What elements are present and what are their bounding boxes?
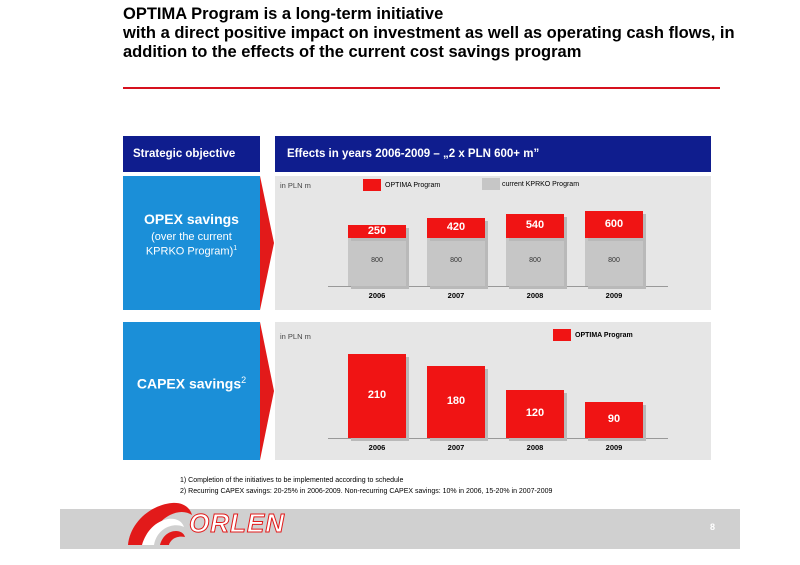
opex-savings-box: OPEX savings (over the current KPRKO Pro…	[123, 176, 260, 310]
capex-bar-value-2008: 120	[525, 407, 545, 419]
opex-year-label-2006: 2006	[368, 291, 386, 300]
opex-bar-kprko-2007: 800	[427, 238, 485, 286]
capex-bar-2007: 180	[427, 366, 485, 438]
title-line-3: addition to the effects of the current c…	[123, 43, 582, 61]
capex-year-label-2008: 2008	[526, 443, 544, 452]
title-underline	[123, 87, 720, 89]
capex-legend-optima-label: OPTIMA Program	[575, 332, 633, 339]
capex-bar-2009: 90	[585, 402, 643, 438]
opex-subtitle-1: (over the current	[151, 231, 232, 243]
capex-bar-2006: 210	[348, 354, 406, 438]
title-line-1: OPTIMA Program is a long-term initiative	[123, 5, 444, 23]
capex-bar-2008: 120	[506, 390, 564, 438]
opex-subtitle-2: KPRKO Program)	[145, 245, 234, 258]
opex-year-label-2009: 2009	[605, 291, 623, 300]
capex-savings-box: CAPEX savings2	[123, 322, 260, 460]
opex-bar-kprko-value-2006: 800	[371, 257, 383, 264]
opex-bar-optima-2009: 600	[585, 211, 643, 238]
capex-legend-optima-swatch	[553, 329, 571, 341]
title-line-2: with a direct positive impact on investm…	[123, 24, 735, 42]
orlen-eagle-logo-icon	[128, 502, 192, 545]
opex-chart-panel: in PLN m OPTIMA Program current KPRKO Pr…	[275, 176, 711, 310]
opex-year-label-2008: 2008	[526, 291, 544, 300]
capex-year-label-2007: 2007	[447, 443, 465, 452]
capex-chart-panel: in PLN m OPTIMA Program 210 2006 180 2007 12…	[275, 322, 711, 460]
footer-bar	[60, 509, 740, 549]
capex-bar-value-2006: 210	[367, 389, 387, 401]
opex-legend-kprko-swatch	[482, 178, 500, 190]
opex-bar-kprko-2009: 800	[585, 238, 643, 286]
header-left-label: Strategic objective	[133, 148, 236, 160]
opex-bar-optima-2008: 540	[506, 214, 564, 238]
page-title: OPTIMA Program is a long-term initiative…	[123, 5, 763, 62]
footnote-1: 1) Completion of the initiatives to be i…	[180, 477, 404, 484]
header-right-label: Effects in years 2006-2009 – „2 x PLN 60…	[287, 148, 540, 160]
capex-arrow-icon	[260, 322, 274, 460]
opex-bar-kprko-2006: 800	[348, 238, 406, 286]
opex-x-axis	[328, 286, 668, 287]
capex-unit-label: in PLN m	[280, 332, 311, 341]
capex-title-wrap: CAPEX savings2	[123, 375, 260, 392]
opex-bar-optima-value-2008: 540	[525, 219, 545, 231]
header-effects: Effects in years 2006-2009 – „2 x PLN 60…	[275, 136, 711, 172]
capex-x-axis	[328, 438, 668, 439]
capex-bar-value-2009: 90	[607, 413, 621, 425]
opex-year-label-2007: 2007	[447, 291, 465, 300]
opex-bar-optima-value-2006: 250	[367, 225, 387, 237]
opex-bar-optima-2006: 250	[348, 225, 406, 238]
page-number: 8	[710, 522, 716, 532]
opex-bar-kprko-value-2007: 800	[450, 257, 462, 264]
capex-bar-value-2007: 180	[446, 395, 466, 407]
opex-legend-optima-label: OPTIMA Program	[385, 182, 441, 189]
capex-footnote-ref: 2	[241, 375, 247, 385]
opex-unit-label: in PLN m	[280, 181, 311, 190]
opex-subtitle-2-wrap: KPRKO Program)1	[123, 245, 260, 258]
opex-bar-kprko-value-2008: 800	[529, 257, 541, 264]
opex-arrow-icon	[260, 176, 274, 310]
opex-bar-kprko-value-2009: 800	[608, 257, 620, 264]
capex-year-label-2006: 2006	[368, 443, 386, 452]
opex-bar-optima-value-2009: 600	[604, 218, 624, 230]
opex-legend-optima-swatch	[363, 179, 381, 191]
footnote-2: 2) Recurring CAPEX savings: 20-25% in 20…	[180, 488, 553, 495]
opex-bar-optima-2007: 420	[427, 218, 485, 238]
capex-year-label-2009: 2009	[605, 443, 623, 452]
opex-bar-optima-value-2007: 420	[446, 221, 466, 233]
orlen-logo-text: ORLEN	[189, 508, 285, 539]
opex-legend-kprko-label: current KPRKO Program	[502, 181, 580, 188]
opex-footnote-ref: 1	[233, 245, 238, 252]
opex-title: OPEX savings	[144, 211, 239, 227]
header-strategic-objective: Strategic objective	[123, 136, 260, 172]
capex-title: CAPEX savings	[136, 375, 242, 392]
opex-bar-kprko-2008: 800	[506, 238, 564, 286]
